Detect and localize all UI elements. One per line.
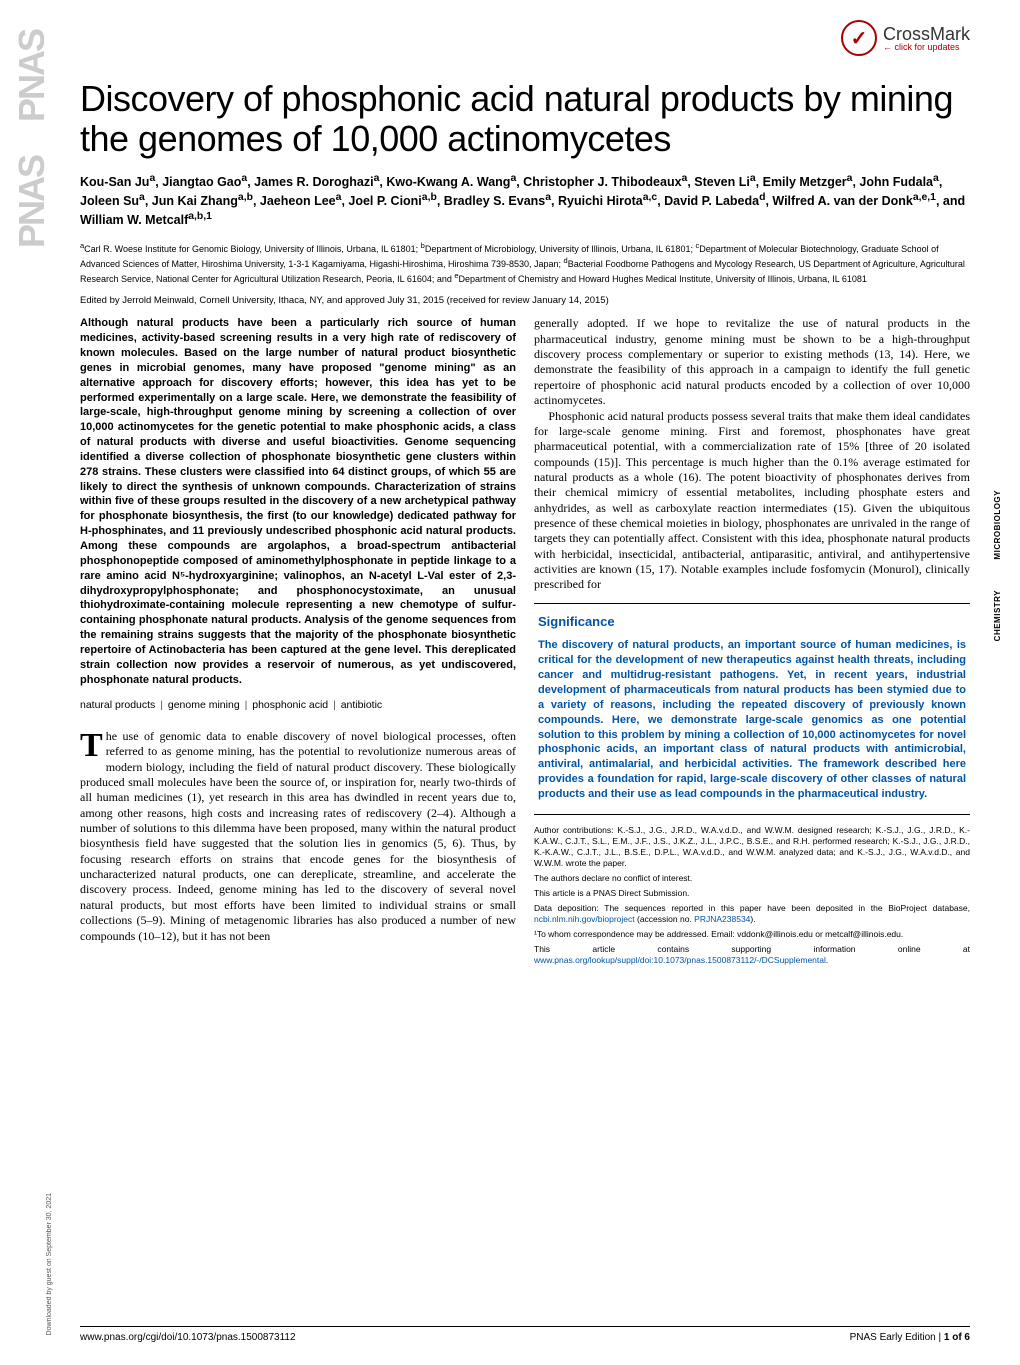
data-deposition: Data deposition: The sequences reported …: [534, 903, 970, 925]
right-column: generally adopted. If we hope to revital…: [534, 316, 970, 970]
author-list: Kou-San Jua, Jiangtao Gaoa, James R. Dor…: [80, 172, 970, 229]
accession-link[interactable]: PRJNA238534: [694, 914, 750, 924]
keywords-line: natural products | genome mining | phosp…: [80, 699, 516, 712]
footer-doi: www.pnas.org/cgi/doi/10.1073/pnas.150087…: [80, 1332, 296, 1343]
crossmark-icon: ✓: [841, 20, 877, 56]
body-col2-p2: Phosphonic acid natural products possess…: [534, 409, 970, 593]
body-p1: he use of genomic data to enable discove…: [80, 729, 516, 943]
page-footer: www.pnas.org/cgi/doi/10.1073/pnas.150087…: [80, 1326, 970, 1343]
significance-box: Significance The discovery of natural pr…: [534, 603, 970, 815]
author-contributions: Author contributions: K.-S.J., J.G., J.R…: [534, 825, 970, 869]
article-title: Discovery of phosphonic acid natural pro…: [80, 79, 970, 158]
crossmark-label: CrossMark: [883, 25, 970, 43]
body-text-right: generally adopted. If we hope to revital…: [534, 316, 970, 592]
download-note: Downloaded by guest on September 30, 202…: [46, 1193, 53, 1335]
dropcap: T: [80, 729, 106, 760]
supporting-link[interactable]: www.pnas.org/lookup/suppl/doi:10.1073/pn…: [534, 955, 826, 965]
footer-page: PNAS Early Edition | 1 of 6: [850, 1332, 970, 1343]
fine-print: Author contributions: K.-S.J., J.G., J.R…: [534, 825, 970, 967]
crossmark-sublabel: ← click for updates: [883, 43, 970, 52]
body-text-left: The use of genomic data to enable discov…: [80, 729, 516, 944]
crossmark-badge[interactable]: ✓ CrossMark ← click for updates: [841, 20, 970, 56]
editor-line: Edited by Jerrold Meinwald, Cornell Univ…: [80, 295, 970, 306]
affiliations: aCarl R. Woese Institute for Genomic Bio…: [80, 241, 970, 285]
bioproject-link[interactable]: ncbi.nlm.nih.gov/bioproject: [534, 914, 635, 924]
direct-submission: This article is a PNAS Direct Submission…: [534, 888, 970, 899]
supporting-info: This article contains supporting informa…: [534, 944, 970, 966]
correspondence: ¹To whom correspondence may be addressed…: [534, 929, 970, 940]
abstract: Although natural products have been a pa…: [80, 316, 516, 687]
significance-heading: Significance: [538, 614, 966, 631]
left-column: Although natural products have been a pa…: [80, 316, 516, 970]
body-col2-p1: generally adopted. If we hope to revital…: [534, 316, 970, 408]
conflict-statement: The authors declare no conflict of inter…: [534, 873, 970, 884]
significance-body: The discovery of natural products, an im…: [538, 638, 966, 801]
